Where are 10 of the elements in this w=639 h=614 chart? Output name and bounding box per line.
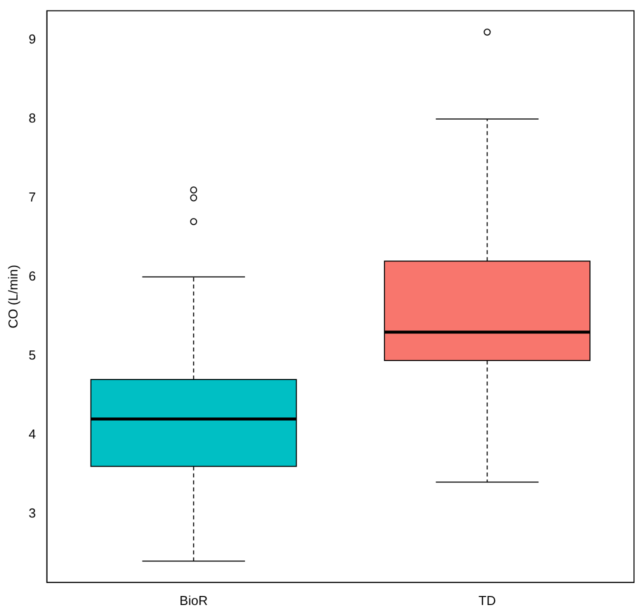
y-axis-title: CO (L/min)	[5, 264, 20, 328]
x-tick-label: TD	[478, 592, 496, 608]
y-tick-label: 6	[28, 268, 36, 284]
y-tick-label: 9	[28, 32, 36, 47]
y-tick-label: 4	[28, 426, 36, 442]
y-tick-label: 3	[28, 505, 36, 520]
y-tick-label: 8	[28, 110, 36, 126]
y-tick-label: 5	[28, 347, 36, 362]
y-tick-label: 7	[28, 189, 36, 204]
x-tick-label: BioR	[180, 592, 208, 608]
